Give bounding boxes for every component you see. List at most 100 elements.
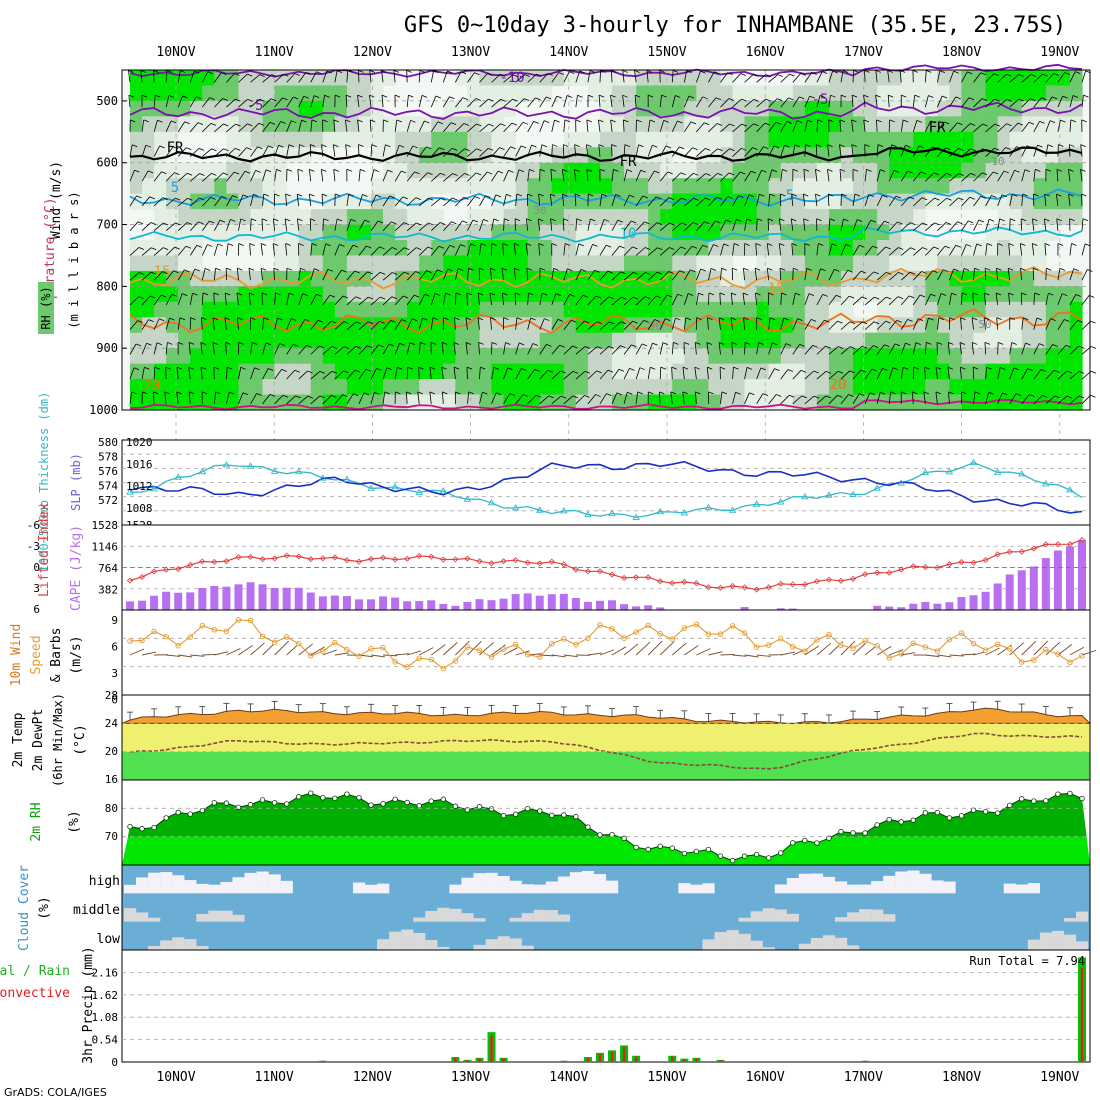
wind-barb <box>129 343 137 355</box>
wind-barb-flag <box>488 147 494 151</box>
wind-barb-flag <box>968 220 974 224</box>
wind-barb <box>647 119 651 132</box>
wind-barb <box>1045 268 1047 281</box>
cape-bar <box>1078 539 1086 610</box>
wind-barb <box>214 123 224 133</box>
wind-barb-flag <box>869 392 875 396</box>
wind-barb-flag <box>187 197 193 201</box>
rh-shade-cell <box>937 332 951 349</box>
rh-shade-cell <box>395 209 408 226</box>
wind-barb <box>382 170 388 182</box>
wind-barb <box>1009 122 1019 133</box>
wind-barb-flag <box>922 222 928 226</box>
rh-shade-cell <box>720 116 734 133</box>
wind-barb-flag <box>198 147 205 151</box>
wind-barb-flag <box>261 218 268 222</box>
wind-barb-flag <box>981 172 988 176</box>
wind-barb <box>683 293 689 306</box>
rh-shade-cell <box>1069 162 1083 179</box>
wind-barb <box>563 95 568 108</box>
rh-shade-cell <box>985 379 999 396</box>
rh-shade-cell <box>901 332 914 349</box>
rh-shade-cell <box>407 270 420 287</box>
wind-barb <box>369 70 372 83</box>
rh-shade-cell <box>780 270 794 287</box>
wind-barb <box>370 169 375 182</box>
wind-barb <box>1009 393 1017 405</box>
wind-barb-flag <box>138 247 145 250</box>
wind-barb <box>1057 345 1067 355</box>
wind-barb-flag <box>1068 168 1074 172</box>
rh-shade-cell <box>804 301 818 318</box>
wind-barb <box>708 173 718 182</box>
wind-barb-flag <box>169 317 175 321</box>
wind-barb <box>924 317 929 330</box>
rh-shade-cell <box>997 379 1011 396</box>
wind-barb <box>249 243 251 256</box>
wind-barb <box>274 169 277 182</box>
wind-barb-flag <box>489 292 496 296</box>
rh-shade-cell <box>648 301 661 318</box>
wind-barb <box>985 123 996 133</box>
rh-shade-cell <box>1009 70 1023 87</box>
wind-barb-flag <box>198 221 204 225</box>
rh-shade-cell <box>1069 379 1083 396</box>
rh-shade-cell <box>708 255 722 272</box>
rh-shade-cell <box>816 379 830 396</box>
rh-shade-cell <box>298 240 312 257</box>
wind-barb <box>720 196 729 207</box>
wind-barb <box>997 218 1001 231</box>
cloud-cell <box>196 883 209 894</box>
wind-barb-flag <box>454 317 460 321</box>
wind-barb <box>816 294 824 306</box>
wind-barb-flag <box>483 218 489 222</box>
rh-shade-cell <box>551 178 565 195</box>
wind-barb-flag <box>478 292 484 296</box>
rh-shade-cell <box>539 178 553 195</box>
cloud-cell <box>714 932 727 950</box>
rh-shade-cell <box>648 240 661 257</box>
wind-barb-flag <box>708 292 715 296</box>
wind-barb <box>1057 370 1068 380</box>
wind-barb <box>611 345 621 355</box>
rh-shade-cell <box>973 332 987 349</box>
lifted-index-marker <box>596 568 604 575</box>
wind-barb-flag <box>886 271 892 275</box>
wind-barb-flag <box>640 169 646 173</box>
wind-barb <box>671 367 673 380</box>
cloud-cell <box>533 884 546 894</box>
rh-shade-cell <box>768 131 782 148</box>
lifted-index-line <box>129 539 1083 591</box>
lifted-index-marker <box>874 569 881 576</box>
rh-shade-cell <box>684 131 697 148</box>
rh-shade-cell <box>1021 379 1035 396</box>
cloud-cell <box>268 874 281 894</box>
pressure-tick-label: 900 <box>96 341 118 355</box>
wind-barb <box>587 346 598 355</box>
rh-shade-cell <box>937 394 951 411</box>
rh-shade-cell <box>648 394 661 411</box>
wind-barb-flag <box>269 121 276 125</box>
rh-shade-cell <box>587 85 601 102</box>
rh2m-marker <box>657 843 663 849</box>
wind-barb <box>985 219 990 231</box>
rh-shade-cell <box>877 116 890 133</box>
lifted-index-marker <box>813 578 820 585</box>
rh-shade-cell <box>515 363 529 380</box>
rh-shade-cell <box>322 286 336 303</box>
thickness-marker <box>294 467 303 475</box>
wind-barb-flag <box>303 95 309 99</box>
wind-barb-flag <box>556 95 562 99</box>
rh-shade-cell <box>780 178 794 195</box>
wind-barb <box>406 120 411 132</box>
wind-barb <box>622 95 625 108</box>
wind-barb <box>358 296 369 306</box>
rh-shade-cell <box>1057 193 1071 210</box>
rh-shade-cell <box>1069 394 1083 411</box>
rh-shade-cell <box>527 348 541 365</box>
rh-shade-cell <box>407 363 420 380</box>
wind-barb <box>587 295 597 306</box>
wind-barb-flag <box>215 267 221 271</box>
rh-shade-cell <box>949 348 963 365</box>
wind-barb <box>1032 218 1035 231</box>
